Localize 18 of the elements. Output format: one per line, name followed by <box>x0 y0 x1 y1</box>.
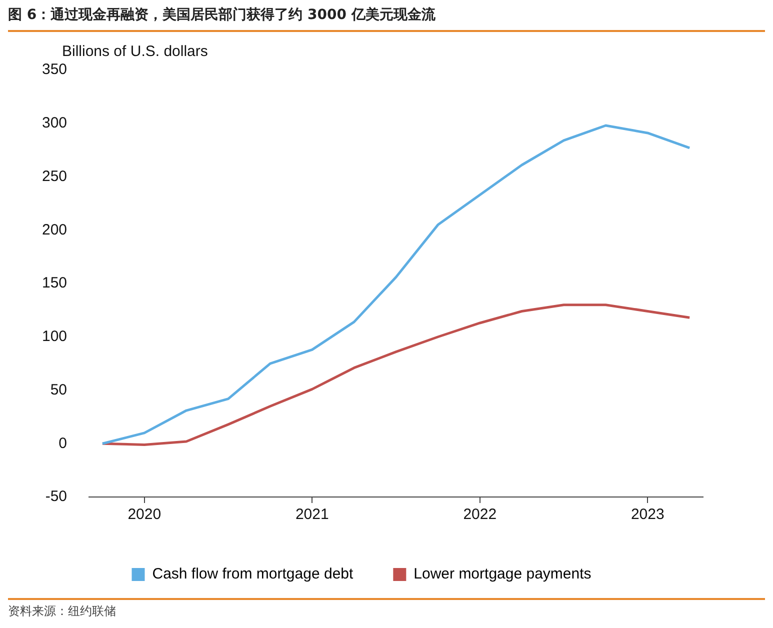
y-tick-label: 250 <box>42 168 68 185</box>
y-tick-label: 300 <box>42 114 68 132</box>
x-tick-label: 2023 <box>630 506 664 524</box>
chart-title: 图 6：通过现金再融资，美国居民部门获得了约 3000 亿美元现金流 <box>8 4 765 32</box>
legend-label: Cash flow from mortgage debt <box>152 566 354 583</box>
x-tick-label: 2020 <box>128 506 162 524</box>
y-tick-label: 0 <box>58 434 68 452</box>
y-tick-label: 350 <box>42 61 68 78</box>
text: 资料来源：纽约联储 <box>8 598 765 620</box>
x-tick-label: 2021 <box>295 506 329 524</box>
legend-label: Lower mortgage payments <box>414 566 592 583</box>
y-tick-label: 150 <box>42 274 68 292</box>
y-tick-label: 200 <box>42 221 68 238</box>
y-axis-title: Billions of U.S. dollars <box>62 43 208 60</box>
y-tick-label: 100 <box>42 328 68 346</box>
y-tick-label: -50 <box>45 488 68 506</box>
x-tick-label: 2022 <box>463 506 497 524</box>
y-tick-label: 50 <box>50 381 68 398</box>
